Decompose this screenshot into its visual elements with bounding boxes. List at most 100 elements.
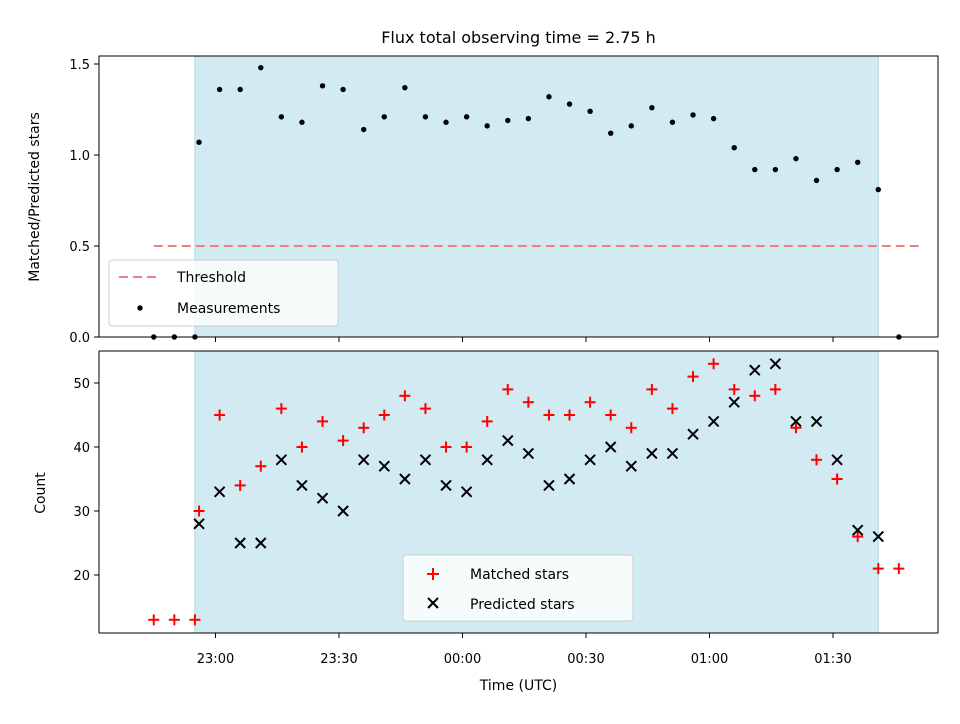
measurements-legend-swatch	[137, 305, 143, 311]
matched-star-point	[646, 383, 658, 395]
predicted-star-point	[193, 518, 205, 530]
measurement-point	[587, 108, 593, 115]
top-x-ticks	[215, 337, 834, 342]
predicted-star-point	[625, 460, 637, 472]
predicted-star-point	[481, 454, 493, 466]
measurement-point	[463, 114, 470, 120]
measurements-legend-label: Measurements	[177, 301, 280, 317]
measurement-point	[525, 115, 532, 122]
matched-stars-legend-swatch	[427, 568, 439, 580]
predicted-star-point	[769, 358, 782, 370]
x-tick-label: 01:30	[814, 652, 851, 667]
threshold-legend-label: Threshold	[176, 270, 246, 286]
matched-star-point	[708, 358, 720, 370]
bottom-legend: Matched stars Predicted stars	[402, 554, 634, 622]
predicted-star-point	[275, 454, 288, 466]
measurement-point	[258, 64, 264, 71]
predicted-star-point	[213, 486, 226, 498]
predicted-star-point	[831, 454, 843, 466]
matched-star-point	[419, 403, 431, 415]
measurement-point	[216, 86, 223, 93]
predicted-star-point	[419, 454, 432, 466]
x-tick-label: 00:00	[444, 652, 481, 667]
bottom-y-tick-label: 50	[73, 377, 90, 392]
predicted-star-point	[604, 441, 617, 453]
predicted-star-point	[522, 447, 535, 460]
bottom-y-axis-label: Count	[33, 472, 49, 514]
top-y-ticks: 0.0 0.5 1.0 1.5	[69, 58, 99, 346]
measurement-point	[772, 166, 779, 173]
predicted-star-point	[707, 415, 720, 428]
measurement-point	[340, 86, 346, 93]
measurement-point	[731, 145, 737, 151]
measurement-point	[628, 123, 634, 129]
predicted-star-point	[810, 415, 823, 428]
predicted-star-point	[749, 364, 761, 376]
predicted-stars-legend-label: Predicted stars	[470, 597, 575, 613]
measurement-point	[752, 166, 758, 173]
x-tick-label: 23:00	[197, 652, 234, 667]
bottom-y-tick-label: 40	[73, 441, 90, 456]
measurement-point	[566, 101, 573, 107]
predicted-star-point	[872, 530, 884, 543]
measurement-point	[855, 159, 861, 165]
matched-star-point	[275, 403, 287, 415]
measurement-point	[793, 155, 799, 162]
bottom-x-ticks: 23:00 23:30 00:00 00:30 01:00 01:30	[197, 633, 852, 667]
predicted-star-point	[316, 492, 329, 504]
bottom-legend-box	[402, 554, 634, 622]
matched-star-point	[749, 390, 761, 402]
chart-title: Flux total observing time = 2.75 h	[381, 28, 656, 47]
predicted-star-point	[687, 428, 699, 440]
matched-star-point	[852, 531, 864, 543]
matched-star-point	[872, 563, 884, 575]
measurement-point	[505, 117, 511, 124]
matched-star-point	[831, 473, 843, 485]
matched-star-point	[625, 422, 637, 434]
matched-star-point	[790, 422, 802, 434]
measurement-point	[402, 84, 408, 91]
matched-star-point	[564, 409, 576, 421]
measurement-point	[422, 114, 429, 120]
measurement-point	[710, 115, 717, 122]
matched-star-point	[605, 409, 617, 421]
predicted-star-point	[337, 505, 349, 517]
matched-star-point	[584, 396, 596, 408]
x-tick-label: 01:00	[691, 652, 728, 667]
predicted-star-point	[666, 447, 679, 460]
measurement-point	[443, 119, 449, 125]
predicted-star-point	[646, 447, 658, 460]
predicted-stars-legend-swatch	[427, 597, 439, 609]
top-y-tick-label: 0.5	[69, 240, 90, 255]
measurement-point	[690, 112, 696, 118]
measurement-point	[381, 114, 387, 120]
matched-star-point	[189, 614, 201, 626]
predicted-star-point	[378, 460, 390, 472]
measurement-point	[669, 119, 676, 125]
matched-star-point	[193, 505, 205, 517]
measurement-point	[608, 130, 614, 136]
matched-star-point	[687, 371, 699, 383]
matched-star-point	[522, 396, 534, 408]
matched-star-point	[440, 441, 452, 453]
predicted-star-point	[234, 537, 246, 549]
measurement-point	[484, 123, 490, 129]
top-axes-frame	[98, 55, 939, 338]
matched-star-point	[337, 435, 349, 447]
matched-star-point	[214, 409, 226, 421]
measurement-point	[278, 114, 285, 120]
matched-star-point	[769, 383, 781, 395]
matched-star-point	[728, 383, 740, 395]
matched-star-point	[358, 422, 370, 434]
matched-star-point	[811, 454, 823, 466]
matched-star-point	[234, 479, 246, 491]
matched-star-point	[378, 409, 390, 421]
matched-star-point	[543, 409, 555, 421]
predicted-star-point	[543, 479, 555, 492]
measurement-point	[813, 177, 820, 184]
predicted-star-point	[851, 524, 864, 536]
matched-star-point	[461, 441, 473, 453]
matched-star-point	[296, 441, 308, 453]
